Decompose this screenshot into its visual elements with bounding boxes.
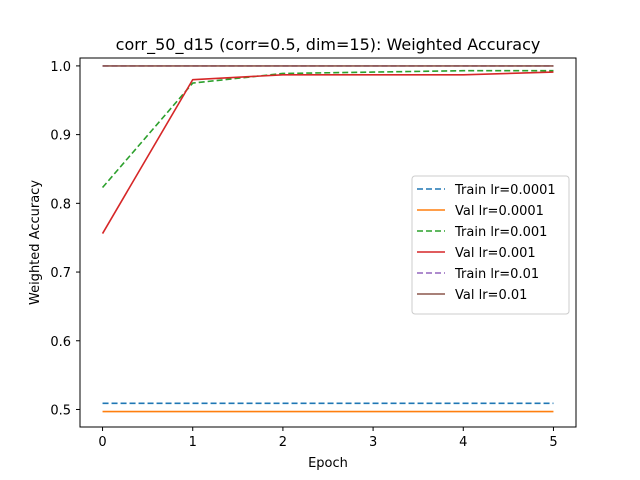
x-tick-label: 0 <box>98 435 106 450</box>
y-tick-label: 0.7 <box>50 266 71 281</box>
y-tick-label: 1.0 <box>50 60 71 75</box>
y-tick-label: 0.9 <box>50 129 71 144</box>
x-tick-label: 4 <box>459 435 467 450</box>
x-axis: 0 1 2 3 4 5 <box>98 427 558 450</box>
chart-title: corr_50_d15 (corr=0.5, dim=15): Weighted… <box>116 35 541 55</box>
x-tick-label: 3 <box>369 435 377 450</box>
legend-label: Val lr=0.0001 <box>455 204 544 219</box>
series-line-3 <box>101 71 554 234</box>
series-lines <box>101 65 554 413</box>
series-line-2 <box>101 69 554 189</box>
legend-label: Train lr=0.0001 <box>454 183 556 198</box>
x-tick-label: 2 <box>279 435 287 450</box>
legend: Train lr=0.0001 Val lr=0.0001 Train lr=0.0… <box>411 175 570 315</box>
x-tick-label: 5 <box>549 435 557 450</box>
y-tick-label: 0.5 <box>50 403 71 418</box>
x-axis-label: Epoch <box>308 456 348 471</box>
plot-frame <box>79 57 577 428</box>
y-axis-label: Weighted Accuracy <box>28 180 43 305</box>
legend-label: Val lr=0.001 <box>455 246 536 261</box>
legend-box <box>411 175 570 315</box>
legend-label: Train lr=0.001 <box>454 225 547 240</box>
x-tick-label: 1 <box>189 435 197 450</box>
y-tick-label: 0.6 <box>50 335 71 350</box>
y-tick-label: 0.8 <box>50 197 71 212</box>
legend-label: Val lr=0.01 <box>455 288 527 303</box>
legend-label: Train lr=0.01 <box>454 267 539 282</box>
y-axis: 0.5 0.6 0.7 0.8 0.9 1.0 <box>50 60 80 418</box>
